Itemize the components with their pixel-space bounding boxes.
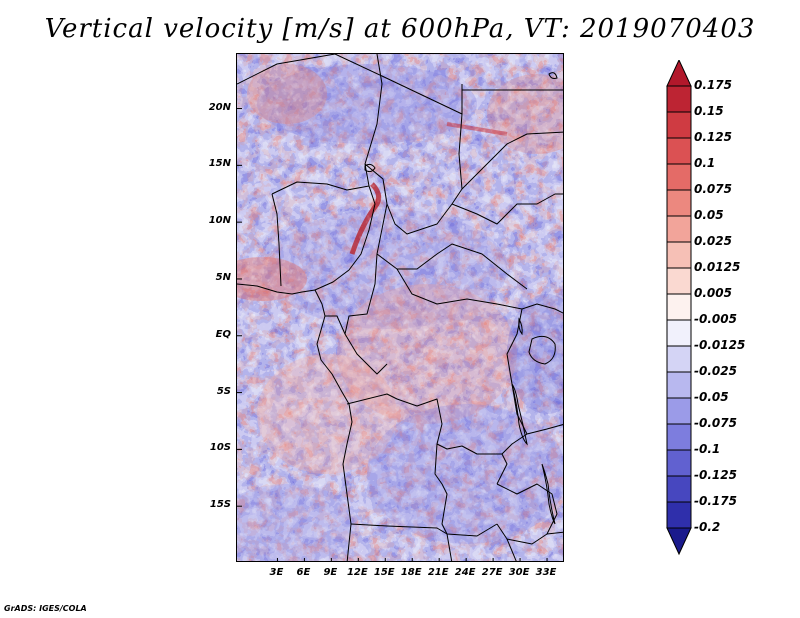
border-libya-egypt bbox=[334, 54, 463, 115]
colorbar-segment bbox=[666, 163, 692, 191]
colorbar-level-label: 0.15 bbox=[694, 104, 724, 118]
lake-tanganyika bbox=[511, 383, 528, 446]
border-angola-zambia bbox=[434, 443, 498, 537]
colorbar-level-label: -0.125 bbox=[694, 468, 737, 482]
lake-chad bbox=[364, 163, 376, 173]
colorbar-segment bbox=[666, 241, 692, 269]
velocity-field-map bbox=[237, 54, 563, 561]
border-car-north bbox=[376, 203, 528, 290]
map-panel bbox=[236, 53, 564, 562]
colorbar-segment bbox=[666, 215, 692, 243]
lat-tick-label: EQ bbox=[215, 328, 231, 340]
grads-credit: GrADS: IGES/COLA bbox=[4, 604, 87, 613]
border-congo bbox=[344, 253, 388, 375]
lake-victoria bbox=[528, 335, 556, 365]
colorbar-segment bbox=[666, 501, 692, 529]
colorbar-segment bbox=[666, 85, 692, 113]
border-gabon bbox=[325, 315, 346, 335]
lon-tick-label: 27E bbox=[481, 567, 503, 578]
colorbar-level-label: 0.075 bbox=[694, 182, 732, 196]
border-south-sudan bbox=[451, 193, 563, 225]
colorbar-level-label: -0.05 bbox=[694, 390, 729, 404]
border-benin bbox=[271, 193, 282, 287]
colorbar-segment bbox=[666, 371, 692, 399]
lon-tick-label: 33E bbox=[535, 567, 557, 578]
colorbar-level-label: -0.2 bbox=[694, 520, 721, 534]
lat-tick-label: 20N bbox=[208, 101, 231, 113]
border-botswana bbox=[446, 533, 453, 561]
border-drc-east bbox=[501, 308, 528, 455]
lake-tana bbox=[548, 72, 558, 79]
border-namibia bbox=[350, 523, 448, 535]
lake-malawi bbox=[541, 463, 556, 525]
border-nigeria-north bbox=[271, 181, 370, 195]
border-uganda-kenya bbox=[521, 303, 563, 314]
border-libya-south bbox=[237, 54, 336, 85]
border-drc-north bbox=[396, 268, 523, 310]
colorbar-segment bbox=[666, 475, 692, 503]
lon-tick-label: 30E bbox=[508, 567, 530, 578]
colorbar-level-label: 0.175 bbox=[694, 78, 732, 92]
colorbar-level-label: -0.175 bbox=[694, 494, 737, 508]
border-mozambique bbox=[546, 531, 563, 535]
lon-tick-label: 18E bbox=[400, 567, 422, 578]
colorbar-segment bbox=[666, 345, 692, 373]
colorbar-segment bbox=[666, 137, 692, 165]
colorbar-segment bbox=[666, 449, 692, 477]
colorbar-segment bbox=[666, 189, 692, 217]
colorbar-level-label: 0.05 bbox=[694, 208, 724, 222]
lat-tick-label: 10N bbox=[208, 215, 231, 227]
field-white-speckle bbox=[237, 54, 563, 561]
border-tanzania bbox=[526, 424, 563, 435]
colorbar-level-label: 0.125 bbox=[694, 130, 732, 144]
border-zambia-east bbox=[496, 483, 558, 545]
border-zimbabwe bbox=[506, 538, 517, 561]
coastline-west-africa bbox=[237, 283, 353, 561]
border-nigeria-cameroon bbox=[314, 185, 376, 291]
colorbar-level-label: 0.0125 bbox=[694, 260, 741, 274]
border-chad-sudan bbox=[364, 84, 463, 235]
colorbar-level-label: -0.005 bbox=[694, 312, 737, 326]
lon-tick-label: 3E bbox=[269, 567, 284, 578]
colorbar-level-label: 0.005 bbox=[694, 286, 732, 300]
border-ethiopia bbox=[461, 131, 563, 190]
lat-tick-label: 15N bbox=[208, 158, 231, 170]
colorbar-segment bbox=[666, 397, 692, 425]
coastlines-borders bbox=[237, 54, 563, 561]
colorbar-segment bbox=[666, 319, 692, 347]
colorbar-top-triangle bbox=[666, 60, 692, 87]
colorbar bbox=[666, 60, 692, 556]
lat-tick-label: 5S bbox=[216, 385, 231, 397]
colorbar-level-label: -0.075 bbox=[694, 416, 737, 430]
lon-tick-label: 9E bbox=[323, 567, 338, 578]
colorbar-level-label: -0.025 bbox=[694, 364, 737, 378]
lon-tick-label: 15E bbox=[373, 567, 395, 578]
lake-albert bbox=[518, 317, 523, 336]
lat-tick-label: 5N bbox=[215, 271, 231, 283]
chart-title: Vertical velocity [m/s] at 600hPa, VT: 2… bbox=[44, 14, 756, 44]
lat-tick-label: 10S bbox=[209, 442, 231, 454]
colorbar-segment bbox=[666, 111, 692, 139]
colorbar-level-label: -0.1 bbox=[694, 442, 721, 456]
colorbar-level-label: 0.1 bbox=[694, 156, 716, 170]
colorbar-segment bbox=[666, 267, 692, 295]
colorbar-level-label: 0.025 bbox=[694, 234, 732, 248]
lon-tick-label: 24E bbox=[454, 567, 476, 578]
colorbar-segment bbox=[666, 293, 692, 321]
lat-tick-label: 15S bbox=[209, 499, 231, 511]
lakes bbox=[364, 72, 558, 525]
colorbar-bottom-triangle bbox=[666, 527, 692, 556]
lon-tick-label: 12E bbox=[346, 567, 368, 578]
lon-tick-label: 21E bbox=[427, 567, 449, 578]
lon-tick-label: 6E bbox=[296, 567, 311, 578]
colorbar-level-label: -0.0125 bbox=[694, 338, 746, 352]
colorbar-segment bbox=[666, 423, 692, 451]
